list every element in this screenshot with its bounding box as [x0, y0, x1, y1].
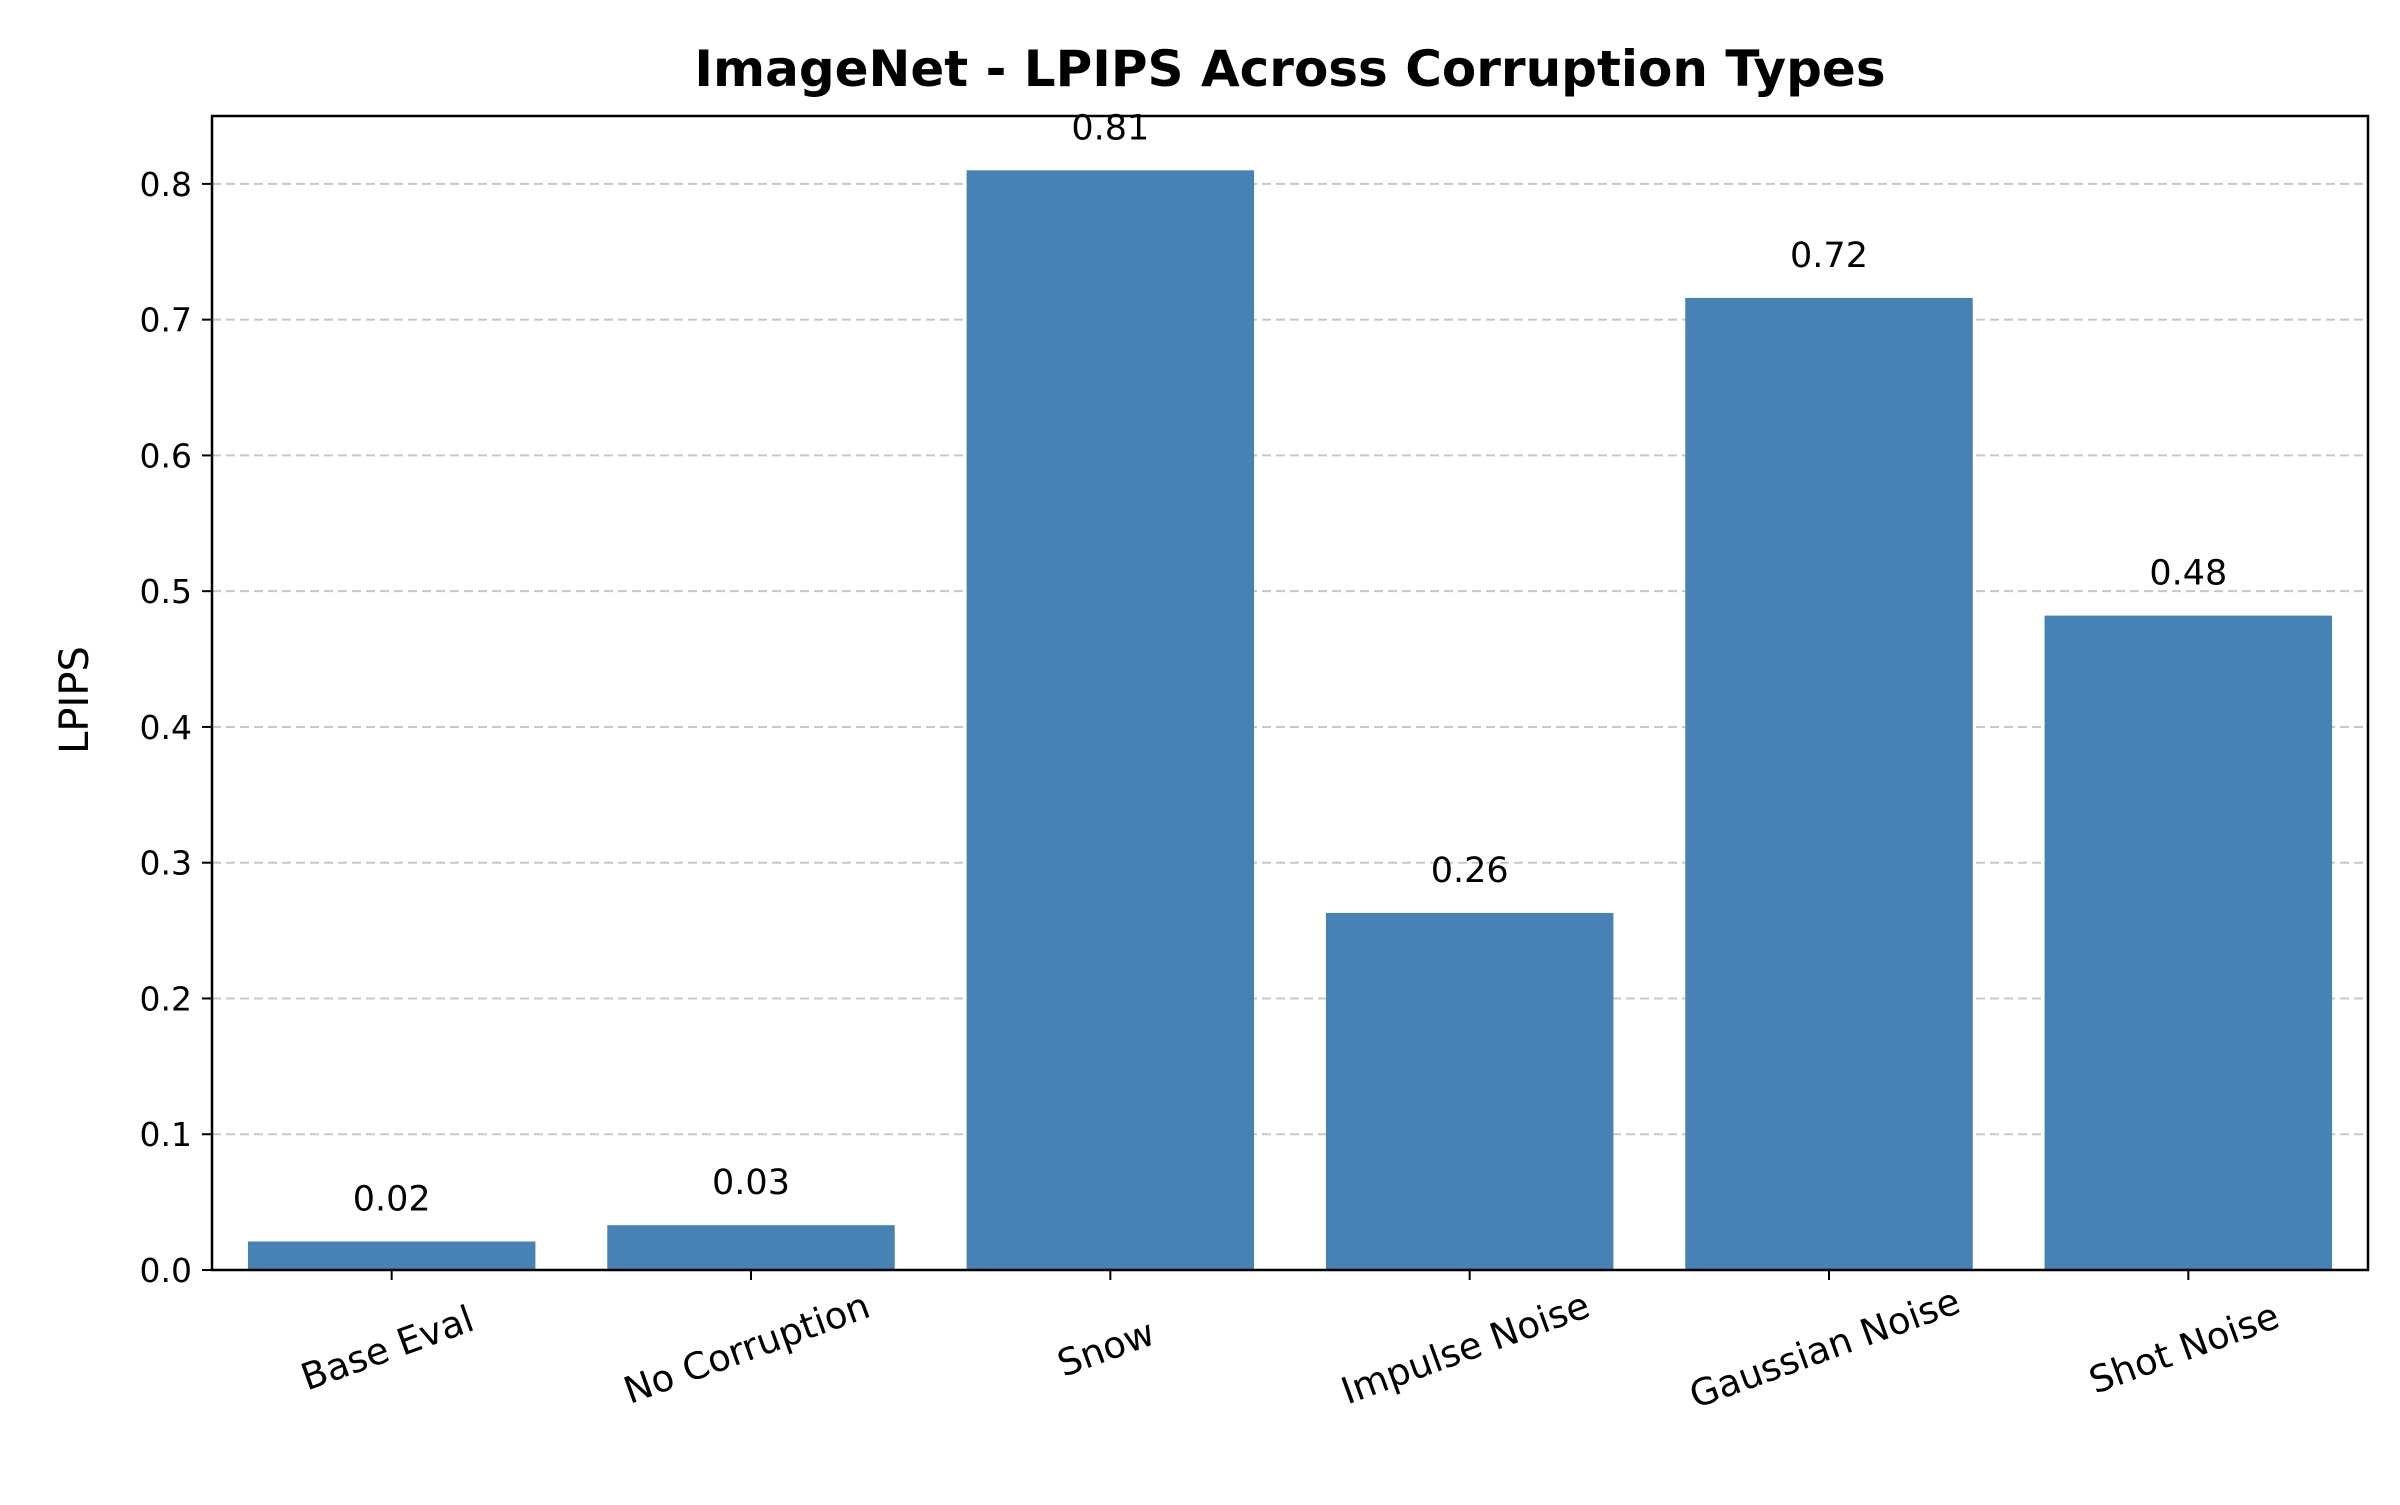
chart-title: ImageNet - LPIPS Across Corruption Types — [694, 40, 1885, 98]
y-tick-label: 0.1 — [140, 1115, 192, 1154]
y-tick-label: 0.6 — [140, 436, 192, 475]
bar — [966, 170, 1255, 1270]
y-tick-label: 0.2 — [140, 979, 192, 1018]
bar-value-label: 0.26 — [1431, 851, 1509, 891]
y-tick-label: 0.5 — [140, 572, 192, 611]
bar-value-label: 0.03 — [712, 1163, 790, 1203]
bar-value-label: 0.72 — [1790, 236, 1868, 276]
bar — [607, 1225, 895, 1270]
bar-value-label: 0.48 — [2149, 554, 2227, 594]
bar — [247, 1241, 536, 1270]
y-axis-title: LPIPS — [52, 646, 98, 754]
bar-value-label: 0.81 — [1071, 108, 1149, 148]
y-tick-label: 0.8 — [140, 165, 192, 204]
bar-layer — [247, 170, 2333, 1271]
y-tick-label: 0.4 — [140, 708, 192, 747]
y-tick-label: 0.3 — [140, 844, 192, 883]
y-tick-label: 0.7 — [140, 301, 192, 340]
bar — [1325, 912, 1614, 1270]
bar-value-label: 0.02 — [353, 1179, 431, 1219]
y-tick-label: 0.0 — [140, 1251, 192, 1290]
plot-frame — [210, 114, 2370, 1272]
bar — [2044, 615, 2333, 1270]
bar — [1685, 297, 1973, 1271]
data-label-layer: 0.02 0.03 0.81 0.26 0.72 0.48 — [353, 108, 2228, 1219]
